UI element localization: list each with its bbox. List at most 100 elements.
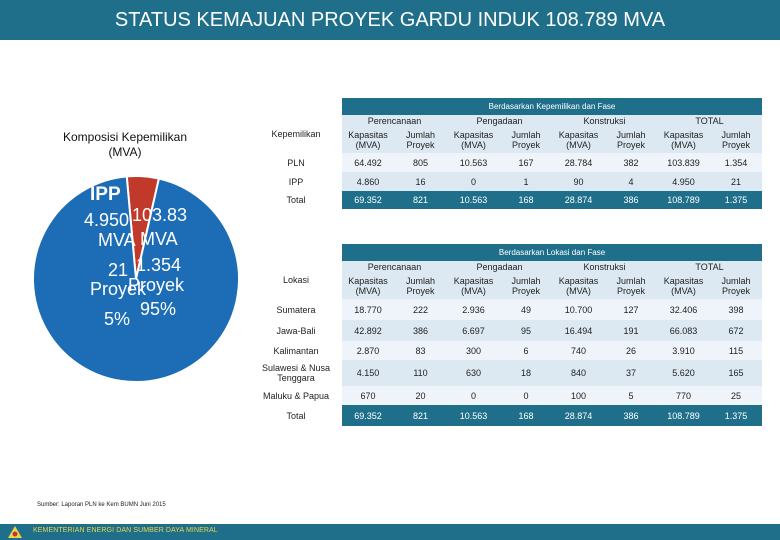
pie-label-ipp: IPP <box>90 184 121 205</box>
table1-cell: 0 <box>447 172 500 191</box>
table1-total-row: Total 69.352 821 10.563 168 28.874 386 108.789 1… <box>250 191 762 209</box>
table2-cell: 32.406 <box>657 299 710 320</box>
table1-cell: 4.860 <box>342 172 394 191</box>
footer-text: KEMENTERIAN ENERGI DAN SUMBER DAYA MINER… <box>33 527 218 534</box>
table2-cell: 165 <box>710 360 763 386</box>
table2-cell: 222 <box>394 299 447 320</box>
pie-label-pln-proyek-unit: Proyek <box>128 275 185 295</box>
pie-label-pln-mva-unit: MVA <box>140 229 178 249</box>
pie-label-ipp-mva-unit: MVA <box>98 230 136 250</box>
table2-row-header: Lokasi <box>250 261 342 299</box>
table2-cell: 5 <box>605 386 657 405</box>
table2-cell: 10.700 <box>552 299 605 320</box>
table2-cell: 2.870 <box>342 341 394 360</box>
table2-cell: 2.936 <box>447 299 500 320</box>
table1-sub-jumlah: Jumlah Proyek <box>605 127 657 153</box>
table1-sub-jumlah: Jumlah Proyek <box>394 127 447 153</box>
table1-row-label: PLN <box>250 153 342 172</box>
table2-cell: 127 <box>605 299 657 320</box>
table2-cell: 398 <box>710 299 763 320</box>
table2-sub-kapasitas: Kapasitas (MVA) <box>342 273 394 299</box>
table2-phase-total: TOTAL <box>657 261 763 273</box>
table2-sub-kapasitas: Kapasitas (MVA) <box>657 273 710 299</box>
table1-cell: 167 <box>500 153 552 172</box>
pie-label-ipp-mva: 4.950 <box>84 210 130 230</box>
table2-cell: 770 <box>657 386 710 405</box>
table1-phase-konstruksi: Konstruksi <box>552 115 657 127</box>
pie-label-ipp-pct: 5% <box>104 309 131 329</box>
pie-label-pln-mva: 103.83 <box>132 205 188 225</box>
table2-cell: 821 <box>394 405 447 426</box>
table2-cell: 28.874 <box>552 405 605 426</box>
table2-row-label: Kalimantan <box>250 341 342 360</box>
table1-cell: 168 <box>500 191 552 209</box>
table2-cell: 6.697 <box>447 320 500 341</box>
table1-cell: 4.950 <box>657 172 710 191</box>
location-phase-table: Berdasarkan Lokasi dan Fase Lokasi Peren… <box>250 244 763 426</box>
table2-cell: 191 <box>605 320 657 341</box>
table2-row: Sulawesi & Nusa Tenggara 4.150 110 630 18 840… <box>250 360 763 386</box>
table1-banner: Berdasarkan Kepemilikan dan Fase <box>342 98 762 115</box>
table1-cell: 16 <box>394 172 447 191</box>
table2-sub-jumlah: Jumlah Proyek <box>500 273 552 299</box>
table2-cell: 37 <box>605 360 657 386</box>
table2-cell: 100 <box>552 386 605 405</box>
table1-cell: 4 <box>605 172 657 191</box>
table2-banner-row: Berdasarkan Lokasi dan Fase <box>250 244 763 261</box>
table2-cell: 20 <box>394 386 447 405</box>
table2-cell: 18.770 <box>342 299 394 320</box>
table2-sub-row: Kapasitas (MVA) Jumlah Proyek Kapasitas … <box>250 273 763 299</box>
table2-row-label: Sulawesi & Nusa Tenggara <box>250 360 342 386</box>
table2-cell: 1.375 <box>710 405 763 426</box>
table1-cell: 64.492 <box>342 153 394 172</box>
table1-sub-kapasitas: Kapasitas (MVA) <box>552 127 605 153</box>
table2-cell: 10.563 <box>447 405 500 426</box>
table1-phase-perencanaan: Perencanaan <box>342 115 447 127</box>
table2-cell: 18 <box>500 360 552 386</box>
pie-svg <box>32 175 240 383</box>
table2-cell: 0 <box>500 386 552 405</box>
ownership-phase-table: Berdasarkan Kepemilikan dan Fase Kepemil… <box>250 98 762 209</box>
pie-label-pln-proyek-num: 1.354 <box>136 255 182 275</box>
table2-sub-kapasitas: Kapasitas (MVA) <box>552 273 605 299</box>
table2-cell: 840 <box>552 360 605 386</box>
pie-label-pln-pct: 95% <box>140 299 177 319</box>
table2-cell: 386 <box>605 405 657 426</box>
table1-cell: 1.375 <box>710 191 762 209</box>
table2-row: Sumatera 18.770 222 2.936 49 10.700 127 32.406 3… <box>250 299 763 320</box>
table1-phase-pengadaan: Pengadaan <box>447 115 552 127</box>
table1-cell: 28.784 <box>552 153 605 172</box>
table2-cell: 386 <box>394 320 447 341</box>
table2-cell: 5.620 <box>657 360 710 386</box>
table1-banner-row: Berdasarkan Kepemilikan dan Fase <box>250 98 762 115</box>
table2-row-label: Sumatera <box>250 299 342 320</box>
table1-row-label: IPP <box>250 172 342 191</box>
table2-cell: 0 <box>447 386 500 405</box>
table1-cell: 103.839 <box>657 153 710 172</box>
table2-cell: 110 <box>394 360 447 386</box>
table1-cell: 386 <box>605 191 657 209</box>
table2-cell: 670 <box>342 386 394 405</box>
page-title-bar: STATUS KEMAJUAN PROYEK GARDU INDUK 108.7… <box>0 0 780 40</box>
table1-row-label: Total <box>250 191 342 209</box>
table2-total-row: Total 69.352 821 10.563 168 28.874 386 108.789 1… <box>250 405 763 426</box>
table1-cell: 10.563 <box>447 191 500 209</box>
table1-sub-kapasitas: Kapasitas (MVA) <box>342 127 394 153</box>
ownership-pie-chart: IPP 4.950 MVA 21 Proyek 5% 103.83 MVA 1.… <box>32 175 240 383</box>
table1-phase-row: Kepemilikan Perencanaan Pengadaan Konstr… <box>250 115 762 153</box>
table1-cell: 90 <box>552 172 605 191</box>
table1-cell: 1 <box>500 172 552 191</box>
table2-cell: 16.494 <box>552 320 605 341</box>
table2-sub-jumlah: Jumlah Proyek <box>394 273 447 299</box>
pie-label-ipp-proyek-num: 21 <box>108 260 129 280</box>
table2-cell: 672 <box>710 320 763 341</box>
table2-cell: 83 <box>394 341 447 360</box>
page-title: STATUS KEMAJUAN PROYEK GARDU INDUK 108.7… <box>114 9 666 31</box>
table1-sub-jumlah: Jumlah Proyek <box>710 127 762 153</box>
table2-cell: 108.789 <box>657 405 710 426</box>
table2-banner: Berdasarkan Lokasi dan Fase <box>342 244 763 261</box>
table2-sub-jumlah: Jumlah Proyek <box>605 273 657 299</box>
table2-cell: 6 <box>500 341 552 360</box>
pie-slice-pln <box>32 175 240 383</box>
table2-cell: 3.910 <box>657 341 710 360</box>
